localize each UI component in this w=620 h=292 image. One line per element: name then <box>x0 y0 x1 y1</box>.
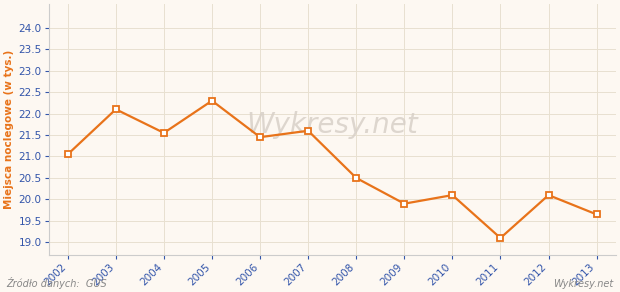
Text: Wykresy.net: Wykresy.net <box>554 279 614 289</box>
Text: Źródło danych:  GUS: Źródło danych: GUS <box>6 277 107 289</box>
Text: Wykresy.net: Wykresy.net <box>246 111 418 139</box>
Y-axis label: Miejsca noclegowe (w tys.): Miejsca noclegowe (w tys.) <box>4 50 14 209</box>
